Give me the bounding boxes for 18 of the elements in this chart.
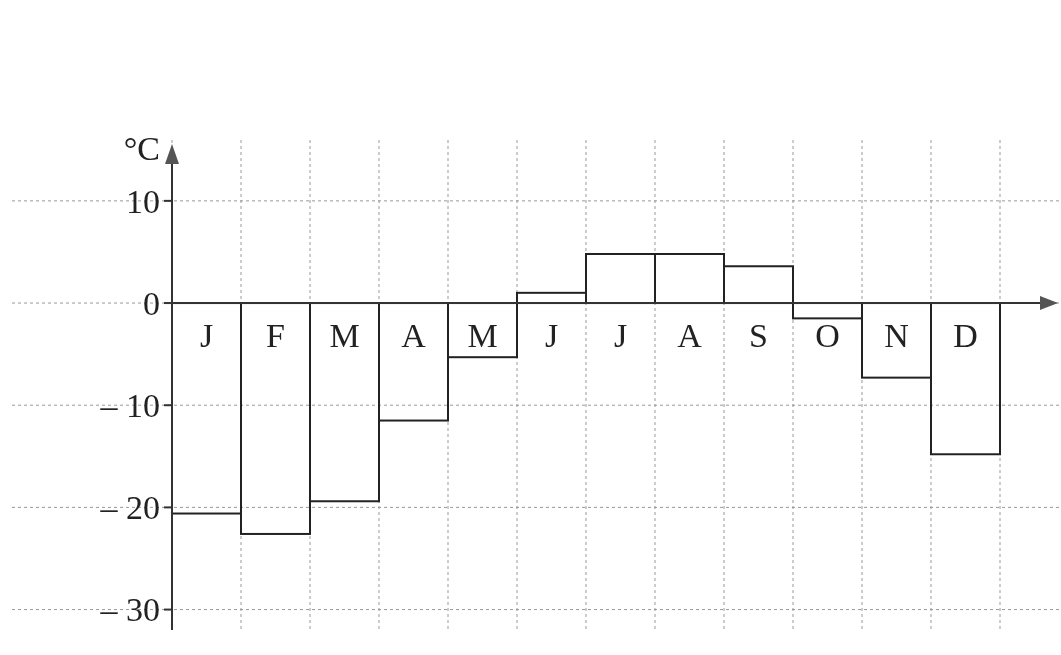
x-tick-label: O <box>815 317 840 355</box>
x-tick-label: S <box>749 317 768 355</box>
x-tick-label: J <box>199 317 214 355</box>
x-tick-label: N <box>884 317 909 355</box>
x-tick-label: A <box>677 317 703 355</box>
y-tick-label: – 20 <box>99 489 160 527</box>
x-tick-label: J <box>544 317 559 355</box>
y-tick-label: 0 <box>143 284 160 322</box>
x-tick-label: F <box>266 317 285 355</box>
y-tick-label: – 10 <box>99 387 160 425</box>
x-tick-label: M <box>467 317 498 355</box>
y-axis-title: °C <box>123 130 160 167</box>
x-tick-label: M <box>329 317 360 355</box>
x-tick-label: J <box>613 317 628 355</box>
x-tick-label: A <box>401 317 427 355</box>
x-tick-label: D <box>953 317 978 355</box>
y-tick-label: – 30 <box>99 591 160 629</box>
y-tick-label: 10 <box>126 182 160 220</box>
